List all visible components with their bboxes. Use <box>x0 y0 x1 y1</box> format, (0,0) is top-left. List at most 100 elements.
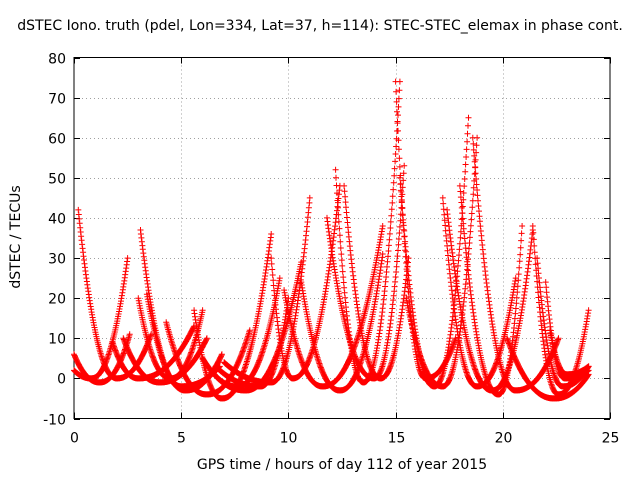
data-point <box>333 174 339 181</box>
data-point <box>516 264 523 271</box>
data-point <box>396 223 403 230</box>
y-tick-label: 30 <box>48 252 66 268</box>
data-point <box>396 174 403 181</box>
data-point <box>441 211 448 218</box>
data-point <box>464 130 471 137</box>
x-tick-label: 20 <box>495 431 513 447</box>
data-point <box>468 216 475 223</box>
data-point <box>459 210 466 217</box>
data-points <box>71 78 592 402</box>
data-point <box>270 277 277 284</box>
data-point <box>457 188 464 195</box>
data-point <box>395 236 402 242</box>
data-point <box>388 206 395 213</box>
data-point <box>463 154 470 160</box>
y-tick-label: 80 <box>48 52 66 68</box>
data-point <box>270 282 277 289</box>
data-point <box>390 179 397 186</box>
data-point <box>306 194 313 201</box>
data-point <box>396 230 403 236</box>
data-point <box>442 222 449 229</box>
data-point <box>512 310 519 317</box>
data-point <box>467 228 474 235</box>
data-point <box>401 233 408 240</box>
data-point <box>474 187 481 193</box>
data-point <box>585 307 592 314</box>
data-point <box>395 95 402 102</box>
data-point <box>465 122 471 129</box>
data-point <box>456 252 462 259</box>
data-point <box>401 162 408 169</box>
data-point <box>440 206 447 213</box>
data-point <box>462 168 469 175</box>
data-point <box>396 87 403 94</box>
data-point <box>385 242 392 249</box>
data-point <box>400 216 407 223</box>
data-point <box>517 244 524 251</box>
data-point <box>462 161 469 168</box>
y-tick-label: 40 <box>48 212 66 228</box>
data-point <box>458 199 465 206</box>
data-point <box>398 193 405 200</box>
data-point <box>394 258 400 265</box>
data-point <box>395 146 402 153</box>
data-point <box>384 263 390 270</box>
data-point <box>395 103 402 110</box>
data-point <box>515 277 522 284</box>
data-point <box>334 197 341 204</box>
data-point <box>397 181 404 188</box>
data-point <box>519 223 526 229</box>
data-point <box>530 229 537 236</box>
data-point <box>469 134 476 141</box>
data-point <box>393 98 400 105</box>
data-point <box>395 137 402 144</box>
data-point <box>474 192 481 199</box>
data-point <box>395 112 401 119</box>
data-point <box>203 335 210 342</box>
data-point <box>387 225 394 231</box>
x-tick-label: 5 <box>177 431 186 447</box>
data-point <box>342 193 349 200</box>
data-point <box>472 170 479 177</box>
data-point <box>392 158 399 165</box>
data-point <box>199 307 206 314</box>
data-point <box>531 249 538 256</box>
data-point <box>460 190 467 196</box>
data-point <box>469 197 476 204</box>
data-point <box>396 155 403 162</box>
data-point <box>518 230 525 237</box>
data-point <box>403 260 410 266</box>
data-point <box>441 217 448 224</box>
data-point <box>269 266 276 273</box>
data-point <box>398 199 405 206</box>
data-point <box>471 171 478 177</box>
data-point <box>268 231 275 237</box>
data-point <box>218 351 225 358</box>
data-point <box>341 182 348 189</box>
x-tick-label: 0 <box>70 431 79 447</box>
data-point <box>393 143 400 150</box>
data-point <box>393 269 400 275</box>
chart-title: dSTEC Iono. truth (pdel, Lon=334, Lat=37… <box>17 18 623 34</box>
data-point <box>455 257 462 264</box>
data-point <box>534 255 541 262</box>
data-point <box>397 187 404 194</box>
data-point <box>379 223 386 229</box>
data-point <box>391 172 398 179</box>
data-point <box>400 222 407 229</box>
data-point <box>475 197 481 204</box>
data-point <box>335 218 342 225</box>
data-point <box>555 335 562 342</box>
data-point <box>457 234 464 241</box>
y-tick-label: 60 <box>48 132 66 148</box>
data-point <box>401 227 408 234</box>
data-point <box>268 255 275 262</box>
data-point <box>386 236 393 243</box>
data-point <box>458 216 465 223</box>
axis-ticks <box>74 57 611 420</box>
data-point <box>342 199 349 206</box>
data-point <box>468 210 475 217</box>
data-point <box>542 279 549 286</box>
data-point <box>459 215 466 222</box>
data-point <box>456 246 463 253</box>
